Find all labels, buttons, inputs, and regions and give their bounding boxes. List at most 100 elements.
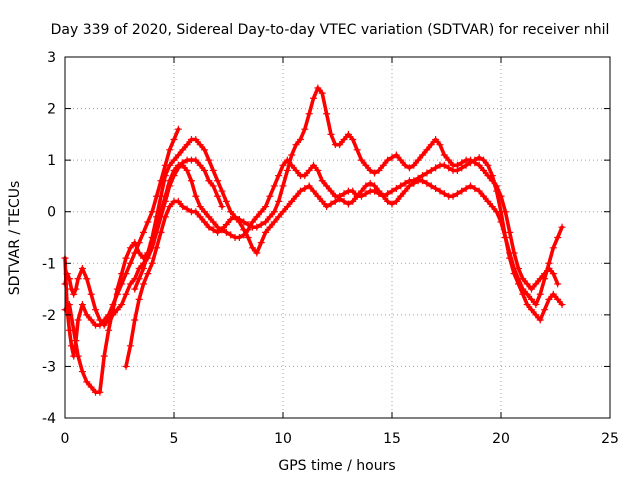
data-point: [183, 141, 191, 149]
data-point: [423, 179, 431, 187]
data-point: [83, 378, 91, 386]
data-point: [436, 141, 444, 149]
data-point: [109, 306, 117, 314]
data-point: [488, 177, 496, 185]
data-point: [519, 275, 527, 283]
plot-frame: [64, 56, 611, 419]
data-point: [366, 179, 374, 187]
data-point: [144, 249, 152, 257]
data-point: [419, 151, 427, 159]
data-point: [392, 151, 400, 159]
data-point: [549, 244, 557, 252]
data-point: [166, 203, 174, 211]
data-point: [131, 285, 139, 293]
data-point: [528, 306, 536, 314]
data-point: [205, 223, 213, 231]
data-point: [379, 161, 387, 169]
data-point: [122, 254, 130, 262]
data-point: [157, 228, 165, 236]
data-point: [87, 383, 95, 391]
data-point: [148, 234, 156, 241]
data-point: [554, 280, 562, 288]
data-point: [227, 208, 235, 216]
y-axis-label: SDTVAR / TECUs: [7, 181, 23, 296]
series-track-b: [61, 125, 182, 360]
data-point: [78, 368, 86, 376]
data-point: [392, 185, 400, 193]
data-point: [405, 182, 413, 190]
data-point: [218, 203, 226, 211]
data-point: [453, 190, 461, 198]
data-point: [532, 311, 540, 319]
data-point: [506, 228, 514, 236]
y-tick-label: -2: [42, 308, 56, 324]
data-point: [301, 185, 309, 193]
data-point: [248, 244, 256, 252]
data-point: [432, 136, 440, 144]
data-point: [340, 190, 348, 198]
data-point: [78, 264, 86, 272]
data-point: [166, 161, 174, 169]
data-point: [497, 192, 505, 200]
data-series: [61, 84, 566, 396]
data-point: [161, 172, 169, 180]
data-point: [362, 161, 370, 169]
data-point: [401, 179, 409, 187]
data-point: [105, 326, 113, 334]
data-point: [397, 182, 405, 190]
data-point: [96, 388, 104, 396]
data-point: [240, 218, 248, 226]
data-point: [554, 234, 562, 241]
data-point: [327, 130, 335, 138]
data-point: [414, 156, 422, 164]
series-line: [63, 127, 181, 358]
data-point: [275, 197, 283, 205]
y-tick-label: 2: [47, 102, 56, 118]
data-point: [183, 166, 191, 174]
data-point: [366, 166, 374, 174]
data-point: [405, 164, 413, 172]
data-point: [305, 182, 313, 190]
data-point: [344, 130, 352, 138]
data-point: [292, 166, 300, 174]
data-point: [349, 197, 357, 205]
data-point: [139, 280, 147, 288]
data-point: [205, 156, 213, 164]
data-point: [310, 94, 318, 102]
data-point: [174, 197, 182, 205]
data-point: [166, 146, 174, 154]
data-point: [209, 226, 217, 234]
data-point: [87, 290, 95, 298]
data-point: [157, 192, 165, 200]
data-point: [196, 213, 204, 221]
data-point: [231, 213, 239, 221]
data-point: [336, 195, 344, 203]
data-point: [432, 164, 440, 172]
data-point: [301, 125, 309, 133]
data-point: [201, 218, 209, 226]
data-point: [201, 166, 209, 174]
x-tick-label: 10: [274, 431, 292, 447]
data-point: [401, 161, 409, 169]
data-point: [257, 221, 265, 229]
data-point: [179, 161, 187, 169]
data-point: [353, 192, 361, 200]
data-point: [323, 203, 331, 211]
data-point: [68, 342, 76, 350]
data-point: [139, 264, 147, 272]
y-tick-label: -4: [42, 411, 56, 427]
data-point: [375, 187, 383, 195]
data-point: [131, 316, 139, 324]
data-point: [153, 213, 161, 221]
data-point: [227, 231, 235, 239]
data-point: [397, 156, 405, 164]
data-point: [480, 166, 488, 174]
data-point: [192, 192, 200, 200]
series-line: [133, 86, 560, 291]
data-point: [83, 311, 91, 319]
data-point: [126, 259, 134, 267]
data-point: [475, 161, 483, 169]
data-point: [100, 352, 108, 360]
data-point: [528, 295, 536, 303]
data-point: [205, 213, 213, 221]
